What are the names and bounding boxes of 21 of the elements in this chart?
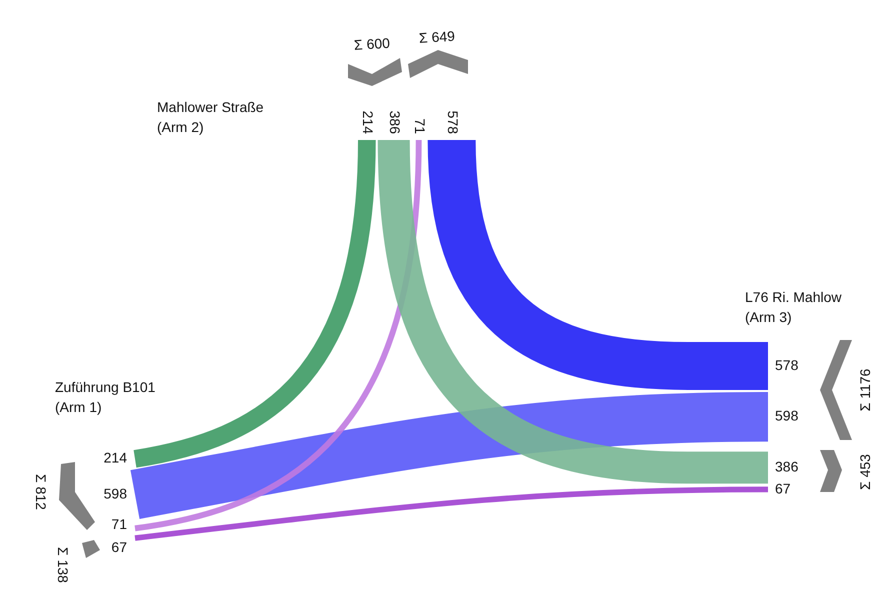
data-label: 67 [111, 538, 128, 555]
data-label: 67 [775, 480, 791, 496]
data-label: 598 [775, 408, 799, 424]
text: Σ 1176 [856, 368, 873, 412]
data-label: 71 [412, 118, 428, 134]
text: Σ 600 [354, 34, 391, 53]
text: Σ 453 [856, 454, 873, 490]
data-label: 578 [775, 356, 799, 373]
category-label: Zuführung B101 (Arm 1) [55, 378, 156, 415]
category-label: Mahlower Straße (Arm 2) [157, 98, 264, 135]
text: Σ 812 [33, 474, 50, 510]
data-label: 71 [111, 516, 128, 532]
data-label: 214 [104, 450, 128, 466]
category-label: L76 Ri. Mahlow (Arm 3) [745, 288, 842, 325]
data-label: 214 [360, 110, 376, 134]
data-label: 578 [444, 110, 461, 134]
text: Σ 649 [418, 28, 456, 46]
data-label: 598 [104, 485, 128, 502]
data-label: 386 [775, 458, 799, 474]
data-label: 386 [386, 110, 403, 134]
text: Σ 138 [55, 547, 72, 584]
